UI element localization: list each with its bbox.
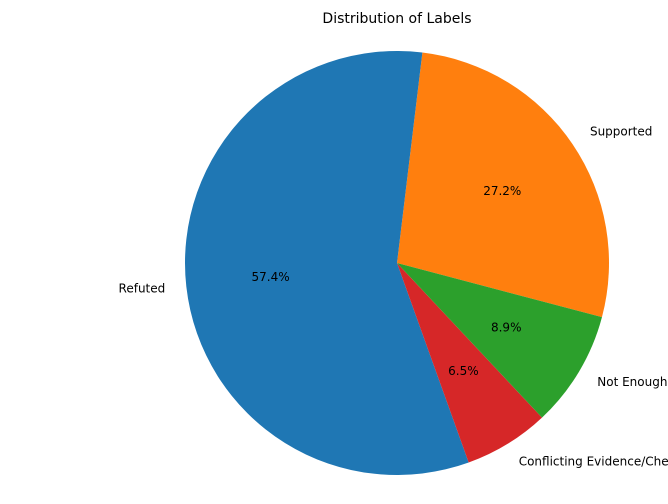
slice-label-not-enough-evidence: Not Enough Evidence xyxy=(597,375,668,389)
pct-label-refuted: 57.4% xyxy=(252,270,290,284)
slices-layer xyxy=(184,51,609,476)
labels-layer: Supported 27.2% Refuted 57.4% Conflicting Ev… xyxy=(119,125,668,469)
pie-slice-conflicting-evidence-cherrypicking xyxy=(397,263,543,463)
chart-title: Distribution of Labels xyxy=(322,11,471,27)
pie-slice-refuted xyxy=(184,51,469,476)
pie-slice-supported xyxy=(397,52,609,318)
pct-label-supported: 27.2% xyxy=(483,184,521,198)
slice-label-refuted: Refuted xyxy=(119,282,166,296)
slice-label-supported: Supported xyxy=(590,125,652,139)
slice-label-conflicting-evidence-cherrypicking: Conflicting Evidence/Cherrypicking xyxy=(519,454,668,468)
pct-label-not-enough-evidence: 8.9% xyxy=(491,321,522,335)
pie-slice-not-enough-evidence xyxy=(397,263,602,418)
pct-label-conflicting-evidence-cherrypicking: 6.5% xyxy=(448,364,479,378)
